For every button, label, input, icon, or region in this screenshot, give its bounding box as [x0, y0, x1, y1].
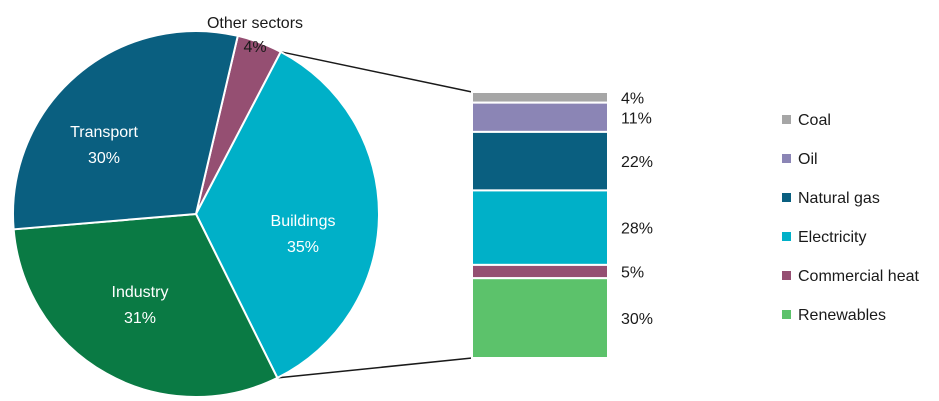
pie-value-buildings: 35% — [287, 239, 319, 256]
legend-label-electricity: Electricity — [798, 229, 866, 246]
bar-value-electricity: 28% — [621, 221, 653, 238]
bar-value-commercial-heat: 5% — [621, 265, 644, 282]
bar-segment-oil — [471, 101, 609, 133]
legend-label-oil: Oil — [798, 151, 818, 168]
connector-line-top — [280, 51, 473, 93]
pie-slice-buildings — [194, 50, 380, 380]
legend-swatch-commercial-heat — [782, 271, 791, 280]
bar-value-coal: 4% — [621, 90, 644, 107]
bar-segment-commercial-heat — [471, 263, 609, 280]
bar-value-oil: 11% — [621, 110, 652, 127]
stacked-bar: 4% 11% 22% 28% 5% 30% — [471, 90, 653, 360]
legend-swatch-renewables — [782, 310, 791, 319]
legend-label-commercial-heat: Commercial heat — [798, 268, 919, 285]
legend: Coal Oil Natural gas Electricity Commercial … — [782, 112, 919, 324]
connector-lines — [277, 51, 473, 379]
legend-swatch-natural-gas — [782, 193, 791, 202]
pie-label-other-sectors: Other sectors — [207, 15, 303, 32]
pie-slice-transport — [12, 30, 239, 231]
legend-label-natural-gas: Natural gas — [798, 190, 880, 207]
pie-label-industry: Industry — [112, 284, 169, 301]
legend-swatch-oil — [782, 154, 791, 163]
bar-value-renewables: 30% — [621, 311, 653, 328]
legend-label-renewables: Renewables — [798, 307, 886, 324]
bar-value-natural-gas: 22% — [621, 154, 653, 171]
bar-segment-coal — [471, 91, 609, 104]
pie-value-other-sectors: 4% — [243, 39, 266, 56]
legend-swatch-electricity — [782, 232, 791, 241]
legend-swatch-coal — [782, 115, 791, 124]
pie-slice-industry — [12, 212, 279, 398]
pie-label-buildings: Buildings — [271, 213, 336, 230]
bar-segment-renewables — [471, 277, 609, 360]
bar-segment-natural-gas — [471, 130, 609, 192]
connector-line-bottom — [277, 357, 473, 379]
legend-label-coal: Coal — [798, 112, 831, 129]
pie-label-transport: Transport — [70, 124, 138, 141]
pie-value-transport: 30% — [88, 150, 120, 167]
pie-value-industry: 31% — [124, 310, 156, 327]
pie: Other sectors 4% Buildings 35% Industry 31% Tr… — [12, 15, 380, 398]
bar-segment-electricity — [471, 189, 609, 266]
